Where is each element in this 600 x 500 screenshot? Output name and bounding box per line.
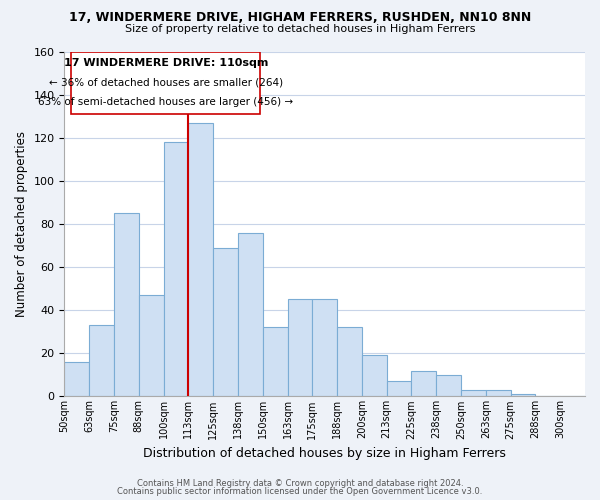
Text: 17, WINDERMERE DRIVE, HIGHAM FERRERS, RUSHDEN, NN10 8NN: 17, WINDERMERE DRIVE, HIGHAM FERRERS, RU… (69, 11, 531, 24)
Text: Contains HM Land Registry data © Crown copyright and database right 2024.: Contains HM Land Registry data © Crown c… (137, 479, 463, 488)
Bar (287, 300, 313, 396)
Bar (412, 370, 436, 396)
Text: ← 36% of detached houses are smaller (264): ← 36% of detached houses are smaller (26… (49, 78, 283, 88)
Bar (188, 122, 213, 396)
Bar (263, 328, 287, 396)
Bar (486, 390, 511, 396)
Text: Size of property relative to detached houses in Higham Ferrers: Size of property relative to detached ho… (125, 24, 475, 34)
Bar (89, 326, 114, 396)
FancyBboxPatch shape (71, 52, 260, 114)
Bar (313, 300, 337, 396)
Bar (238, 232, 263, 396)
X-axis label: Distribution of detached houses by size in Higham Ferrers: Distribution of detached houses by size … (143, 447, 506, 460)
Bar (362, 356, 386, 397)
Text: 63% of semi-detached houses are larger (456) →: 63% of semi-detached houses are larger (… (38, 97, 293, 107)
Bar (213, 248, 238, 396)
Bar (64, 362, 89, 396)
Bar (139, 295, 164, 396)
Bar (337, 328, 362, 396)
Bar (511, 394, 535, 396)
Bar (386, 382, 412, 396)
Bar (461, 390, 486, 396)
Bar (436, 375, 461, 396)
Bar (164, 142, 188, 397)
Text: Contains public sector information licensed under the Open Government Licence v3: Contains public sector information licen… (118, 487, 482, 496)
Bar (114, 213, 139, 396)
Y-axis label: Number of detached properties: Number of detached properties (15, 131, 28, 317)
Text: 17 WINDERMERE DRIVE: 110sqm: 17 WINDERMERE DRIVE: 110sqm (64, 58, 268, 68)
